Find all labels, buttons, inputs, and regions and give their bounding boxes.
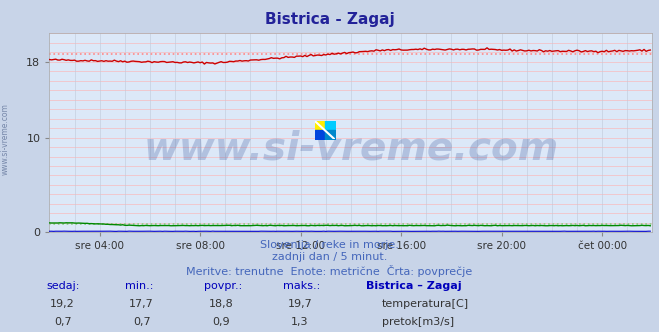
Text: sedaj:: sedaj: (46, 281, 80, 290)
Text: povpr.:: povpr.: (204, 281, 243, 290)
Text: maks.:: maks.: (283, 281, 321, 290)
Text: www.si-vreme.com: www.si-vreme.com (1, 104, 10, 175)
Text: min.:: min.: (125, 281, 154, 290)
Text: 0,9: 0,9 (212, 317, 229, 327)
Text: temperatura[C]: temperatura[C] (382, 299, 469, 309)
Text: 17,7: 17,7 (129, 299, 154, 309)
Text: zadnji dan / 5 minut.: zadnji dan / 5 minut. (272, 252, 387, 262)
Text: www.si-vreme.com: www.si-vreme.com (143, 130, 559, 168)
Text: 19,7: 19,7 (287, 299, 312, 309)
Text: Bistrica – Zagaj: Bistrica – Zagaj (366, 281, 461, 290)
Text: 0,7: 0,7 (54, 317, 71, 327)
Text: 0,7: 0,7 (133, 317, 150, 327)
Text: Bistrica - Zagaj: Bistrica - Zagaj (265, 12, 394, 27)
Text: pretok[m3/s]: pretok[m3/s] (382, 317, 454, 327)
Text: 19,2: 19,2 (50, 299, 75, 309)
Text: 1,3: 1,3 (291, 317, 308, 327)
Text: 18,8: 18,8 (208, 299, 233, 309)
Text: Meritve: trenutne  Enote: metrične  Črta: povprečje: Meritve: trenutne Enote: metrične Črta: … (186, 265, 473, 277)
Text: Slovenija / reke in morje.: Slovenija / reke in morje. (260, 240, 399, 250)
